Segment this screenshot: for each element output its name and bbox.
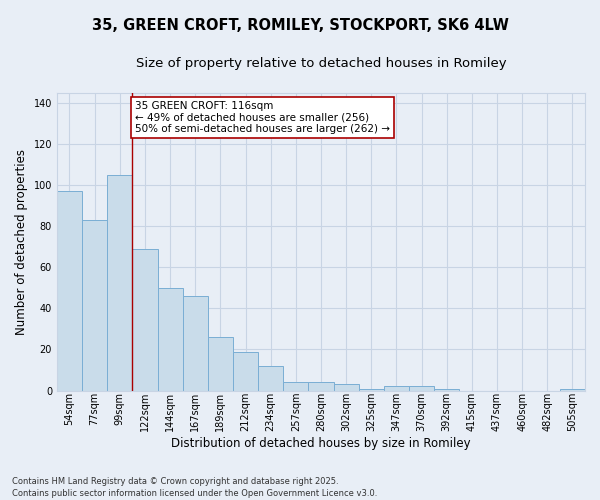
Bar <box>334 384 359 390</box>
Bar <box>82 220 107 390</box>
Bar <box>57 191 82 390</box>
Bar <box>283 382 308 390</box>
Bar <box>208 337 233 390</box>
Bar <box>434 388 459 390</box>
Bar <box>258 366 283 390</box>
Bar <box>158 288 182 390</box>
Text: 35 GREEN CROFT: 116sqm
← 49% of detached houses are smaller (256)
50% of semi-de: 35 GREEN CROFT: 116sqm ← 49% of detached… <box>135 100 390 134</box>
Text: 35, GREEN CROFT, ROMILEY, STOCKPORT, SK6 4LW: 35, GREEN CROFT, ROMILEY, STOCKPORT, SK6… <box>92 18 508 32</box>
Text: Contains HM Land Registry data © Crown copyright and database right 2025.
Contai: Contains HM Land Registry data © Crown c… <box>12 476 377 498</box>
Title: Size of property relative to detached houses in Romiley: Size of property relative to detached ho… <box>136 58 506 70</box>
Bar <box>359 388 384 390</box>
X-axis label: Distribution of detached houses by size in Romiley: Distribution of detached houses by size … <box>171 437 471 450</box>
Bar <box>233 352 258 391</box>
Bar <box>308 382 334 390</box>
Bar <box>560 388 585 390</box>
Bar <box>107 174 133 390</box>
Bar <box>409 386 434 390</box>
Bar <box>133 248 158 390</box>
Y-axis label: Number of detached properties: Number of detached properties <box>15 148 28 334</box>
Bar <box>182 296 208 390</box>
Bar <box>384 386 409 390</box>
